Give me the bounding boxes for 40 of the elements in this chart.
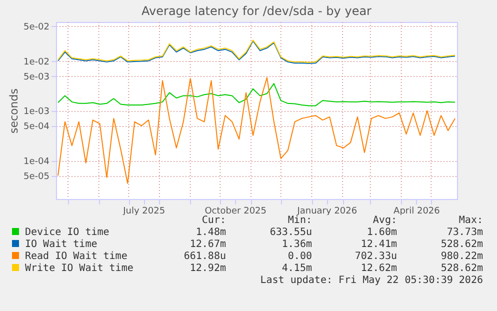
line-series <box>57 77 456 184</box>
x-tick-label: July 2025 <box>122 206 166 216</box>
y-tick-label: 5e-05 <box>24 172 50 182</box>
text: Min: <box>286 215 312 227</box>
text: Cur: <box>200 215 226 227</box>
line-series <box>57 83 456 106</box>
text: 4.15m <box>280 263 312 275</box>
text: 1.36m <box>280 239 312 251</box>
y-tick-label: 5e-02 <box>24 22 50 32</box>
text: 12.41m <box>360 239 397 251</box>
legend-label: Device IO time <box>24 227 110 239</box>
y-tick-label: 1e-04 <box>24 157 50 168</box>
text: 528.62m <box>440 263 483 275</box>
text: 528.62m <box>440 239 483 251</box>
text: 12.62m <box>360 263 397 275</box>
x-tick-label: October 2025 <box>204 206 267 216</box>
text: 633.55u <box>268 227 312 239</box>
text: 702.33u <box>354 251 397 263</box>
x-tick-label: April 2026 <box>394 206 440 216</box>
text: Avg: <box>372 215 397 227</box>
x-tick-label: January 2026 <box>296 206 358 216</box>
y-axis-title: seconds <box>8 88 21 134</box>
legend-label: Write IO Wait time <box>24 263 134 275</box>
y-tick-label: 5e-04 <box>24 122 50 132</box>
text: Max: <box>458 215 483 227</box>
text: 1.48m <box>194 227 226 239</box>
text: Last update: Fri May 22 05:30:39 2026 <box>259 275 483 287</box>
y-tick-label: 5e-03 <box>24 72 50 82</box>
text: 12.92m <box>188 263 226 275</box>
y-tick-label: 1e-03 <box>24 107 50 118</box>
chart-title: Average latency for /dev/sda - by year <box>142 4 372 18</box>
text: 73.73m <box>446 227 483 239</box>
text: 0.00 <box>286 251 312 263</box>
text: 661.88u <box>182 251 226 263</box>
text: 12.67m <box>188 239 226 251</box>
y-tick-label: 1e-02 <box>24 57 50 68</box>
legend-label: Read IO Wait time <box>24 251 128 263</box>
text: 1.60m <box>366 227 397 239</box>
legend-label: IO Wait time <box>24 239 98 251</box>
text: 980.22m <box>440 251 483 263</box>
